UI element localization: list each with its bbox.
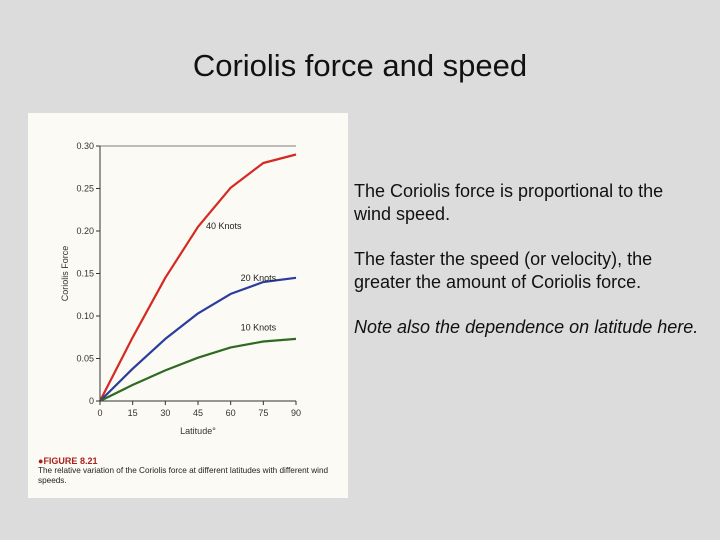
x-tick-label: 0 — [97, 408, 102, 418]
series-label: 20 Knots — [241, 273, 277, 283]
paragraph-proportional: The Coriolis force is proportional to th… — [354, 181, 664, 224]
y-tick-label: 0.25 — [76, 184, 94, 194]
y-tick-label: 0.15 — [76, 269, 94, 279]
y-tick-label: 0.20 — [76, 226, 94, 236]
x-tick-label: 75 — [258, 408, 268, 418]
figure-label: ●FIGURE 8.21 — [38, 456, 98, 466]
figure-label-text: FIGURE 8.21 — [43, 456, 98, 466]
y-tick-label: 0.10 — [76, 311, 94, 321]
y-tick-label: 0 — [89, 396, 94, 406]
coriolis-chart: 0 0.05 0.10 0.15 0.20 0.25 0.30 0 15 30 45 60 75 90 La… — [60, 141, 301, 436]
figure-caption: ●FIGURE 8.21 The relative variation of t… — [38, 456, 343, 486]
paragraph-faster: The faster the speed (or velocity), the … — [354, 249, 653, 292]
series-line — [99, 153, 297, 402]
series-label: 10 Knots — [241, 322, 277, 332]
x-tick-label: 45 — [193, 408, 203, 418]
slide-title: Coriolis force and speed — [192, 48, 528, 83]
x-axis-title: Latitude° — [180, 426, 216, 436]
paragraph-note: Note also the dependence on latitude her… — [354, 317, 699, 337]
x-tick-label: 15 — [128, 408, 138, 418]
y-tick-label: 0.05 — [76, 354, 94, 364]
x-tick-label: 30 — [160, 408, 170, 418]
y-axis-title: Coriolis Force — [60, 246, 70, 302]
figure-caption-text: The relative variation of the Coriolis f… — [38, 466, 329, 485]
figure-panel: 0 0.05 0.10 0.15 0.20 0.25 0.30 0 15 30 45 60 75 90 La… — [28, 113, 348, 498]
series-label: 40 Knots — [206, 221, 242, 231]
x-tick-label: 60 — [226, 408, 236, 418]
series-line — [99, 337, 297, 402]
y-tick-label: 0.30 — [76, 141, 94, 151]
x-tick-label: 90 — [291, 408, 301, 418]
series-line — [99, 276, 297, 402]
body-text: The Coriolis force is proportional to th… — [354, 180, 699, 362]
